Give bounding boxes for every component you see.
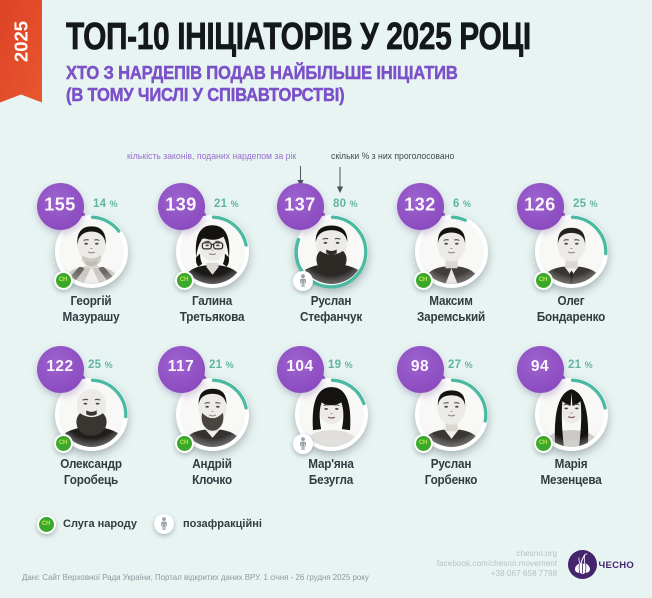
svg-text:2025: 2025 <box>11 21 32 62</box>
